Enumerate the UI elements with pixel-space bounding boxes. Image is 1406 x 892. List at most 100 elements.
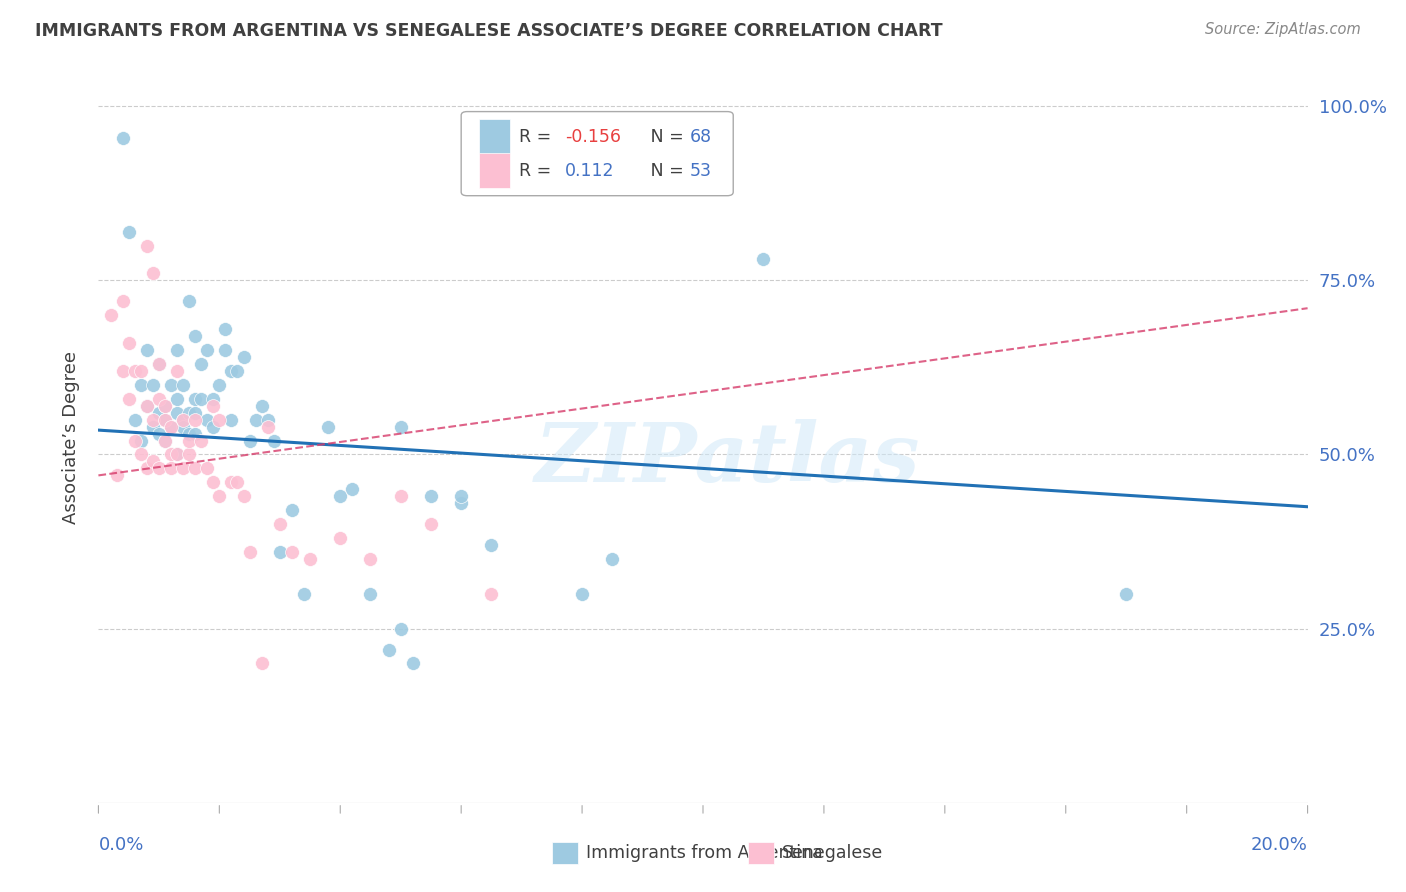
Point [329,489,352,503]
Text: R =: R = [519,128,557,145]
Point [752,252,775,267]
Point [100,308,122,322]
Point [172,377,194,392]
Text: -0.156: -0.156 [565,128,621,145]
Point [420,517,443,532]
Point [153,412,176,426]
Point [389,419,412,434]
Point [160,419,183,434]
Point [221,475,243,490]
Bar [479,153,509,188]
Point [481,587,503,601]
Point [153,434,176,448]
Point [166,406,188,420]
Point [256,419,278,434]
Point [316,419,339,434]
Point [179,294,201,309]
Point [160,461,183,475]
Point [190,434,212,448]
Point [148,357,170,371]
Point [172,412,194,426]
Point [160,419,183,434]
Point [250,657,273,671]
Point [179,406,201,420]
Text: 53: 53 [690,161,711,179]
Text: N =: N = [634,128,689,145]
Point [172,461,194,475]
Point [105,468,128,483]
Point [360,552,382,566]
Bar [551,841,578,863]
Text: Source: ZipAtlas.com: Source: ZipAtlas.com [1205,22,1361,37]
Point [281,545,304,559]
Point [184,329,207,343]
Text: R =: R = [519,161,557,179]
Point [481,538,503,552]
Point [124,412,146,426]
Point [195,343,218,357]
Point [118,336,141,351]
Point [129,364,152,378]
Point [402,657,425,671]
Point [124,434,146,448]
Point [142,377,165,392]
Point [202,399,225,413]
Point [360,587,382,601]
Point [135,461,157,475]
Point [166,448,188,462]
Point [195,461,218,475]
Point [256,412,278,426]
Point [226,475,249,490]
Point [208,489,231,503]
Point [450,496,472,510]
Point [184,406,207,420]
Text: 0.0%: 0.0% [98,836,143,854]
Point [389,622,412,636]
Point [129,448,152,462]
Point [166,392,188,406]
Point [179,434,201,448]
Point [184,461,207,475]
Point [160,377,183,392]
Point [172,412,194,426]
Point [124,364,146,378]
Text: IMMIGRANTS FROM ARGENTINA VS SENEGALESE ASSOCIATE’S DEGREE CORRELATION CHART: IMMIGRANTS FROM ARGENTINA VS SENEGALESE … [35,22,943,40]
Point [281,503,304,517]
Point [190,357,212,371]
Point [245,412,267,426]
Point [166,364,188,378]
Point [184,412,207,426]
Point [420,489,443,503]
Point [179,448,201,462]
Point [208,377,231,392]
Text: 20.0%: 20.0% [1251,836,1308,854]
Point [111,364,134,378]
Point [202,392,225,406]
Point [377,642,399,657]
Point [184,426,207,441]
Point [232,489,254,503]
Point [179,426,201,441]
Text: Senegalese: Senegalese [782,844,883,862]
Text: 68: 68 [690,128,711,145]
Point [571,587,593,601]
Point [118,392,141,406]
Point [221,412,243,426]
Point [202,419,225,434]
Point [153,399,176,413]
Point [202,475,225,490]
Point [148,392,170,406]
Point [129,377,152,392]
Point [214,322,236,336]
Bar [748,841,775,863]
FancyBboxPatch shape [461,112,734,195]
Point [269,545,291,559]
Text: Immigrants from Argentina: Immigrants from Argentina [586,844,823,862]
Point [129,434,152,448]
Point [221,364,243,378]
Point [342,483,364,497]
Point [450,489,472,503]
Point [135,238,157,252]
Point [172,419,194,434]
Point [148,357,170,371]
